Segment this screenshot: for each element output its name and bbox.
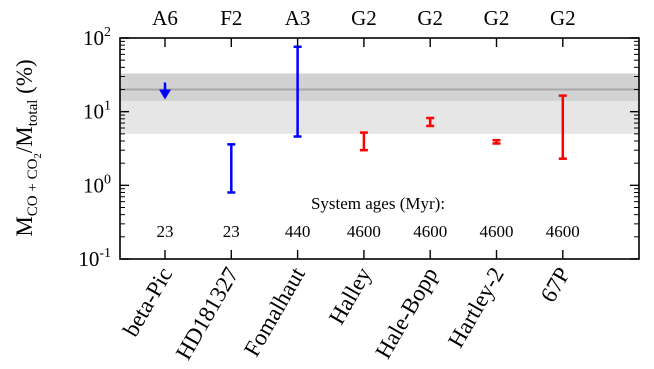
age-label: 23: [223, 222, 240, 241]
y-tick-base-0: 10: [78, 247, 99, 271]
y-tick-label-2: 101: [83, 99, 111, 124]
spectral-type-label: A6: [152, 6, 178, 30]
x-axis-ticks: [164, 38, 564, 259]
category-label: beta-Pic: [118, 263, 177, 341]
age-annotation: System ages (Myr):: [311, 194, 445, 213]
category-label: HD181327: [171, 263, 244, 364]
age-label: 4600: [347, 222, 381, 241]
band-1: [120, 73, 639, 101]
y-axis-label: MCO + CO2/Mtotal (%): [12, 59, 44, 236]
y-label-sub1b: 2: [32, 153, 44, 159]
spectral-type-labels: A6 F2 A3 G2 G2 G2 G2: [152, 6, 575, 30]
spectral-type-label: F2: [220, 6, 242, 30]
y-tick-exp-2: 1: [104, 99, 111, 114]
y-tick-exp-0: -1: [99, 246, 111, 261]
category-label: Fomalhaut: [239, 262, 310, 360]
y-tick-base-3: 10: [83, 26, 104, 50]
upper-limit-arrow-beta-pic: [159, 89, 171, 100]
y-tick-base-2: 10: [83, 100, 104, 124]
y-tick-label-3: 102: [83, 25, 111, 50]
category-label: Hale-Bopp: [370, 263, 442, 363]
category-label: Hartley-2: [443, 263, 509, 352]
category-label: Halley: [324, 263, 377, 329]
spectral-type-label: G2: [550, 6, 576, 30]
y-tick-base-1: 10: [83, 173, 104, 197]
spectral-type-label: G2: [484, 6, 510, 30]
y-tick-exp-3: 2: [104, 25, 111, 40]
y-label-prefix: M: [12, 216, 37, 236]
y-tick-exp-1: 0: [104, 172, 111, 187]
y-label-unit: (%): [12, 59, 37, 99]
age-label: 4600: [546, 222, 580, 241]
y-tick-label-1: 100: [83, 172, 111, 197]
age-label: 440: [285, 222, 311, 241]
spectral-type-label: G2: [417, 6, 443, 30]
composition-bands: [120, 73, 639, 134]
y-label-sub2: total: [25, 100, 41, 127]
spectral-type-label: A3: [285, 6, 311, 30]
age-label: 23: [157, 222, 174, 241]
y-label-slash: /M: [12, 126, 37, 153]
age-labels: 23 23 440 4600 4600 4600 4600: [157, 222, 580, 241]
age-label: 4600: [480, 222, 514, 241]
age-label: 4600: [413, 222, 447, 241]
y-label-sub1: CO + CO: [25, 158, 41, 216]
category-label: 67P: [536, 263, 576, 307]
spectral-type-label: G2: [351, 6, 377, 30]
plot-frame: [119, 37, 640, 260]
y-tick-label-0: 10-1: [78, 246, 111, 271]
